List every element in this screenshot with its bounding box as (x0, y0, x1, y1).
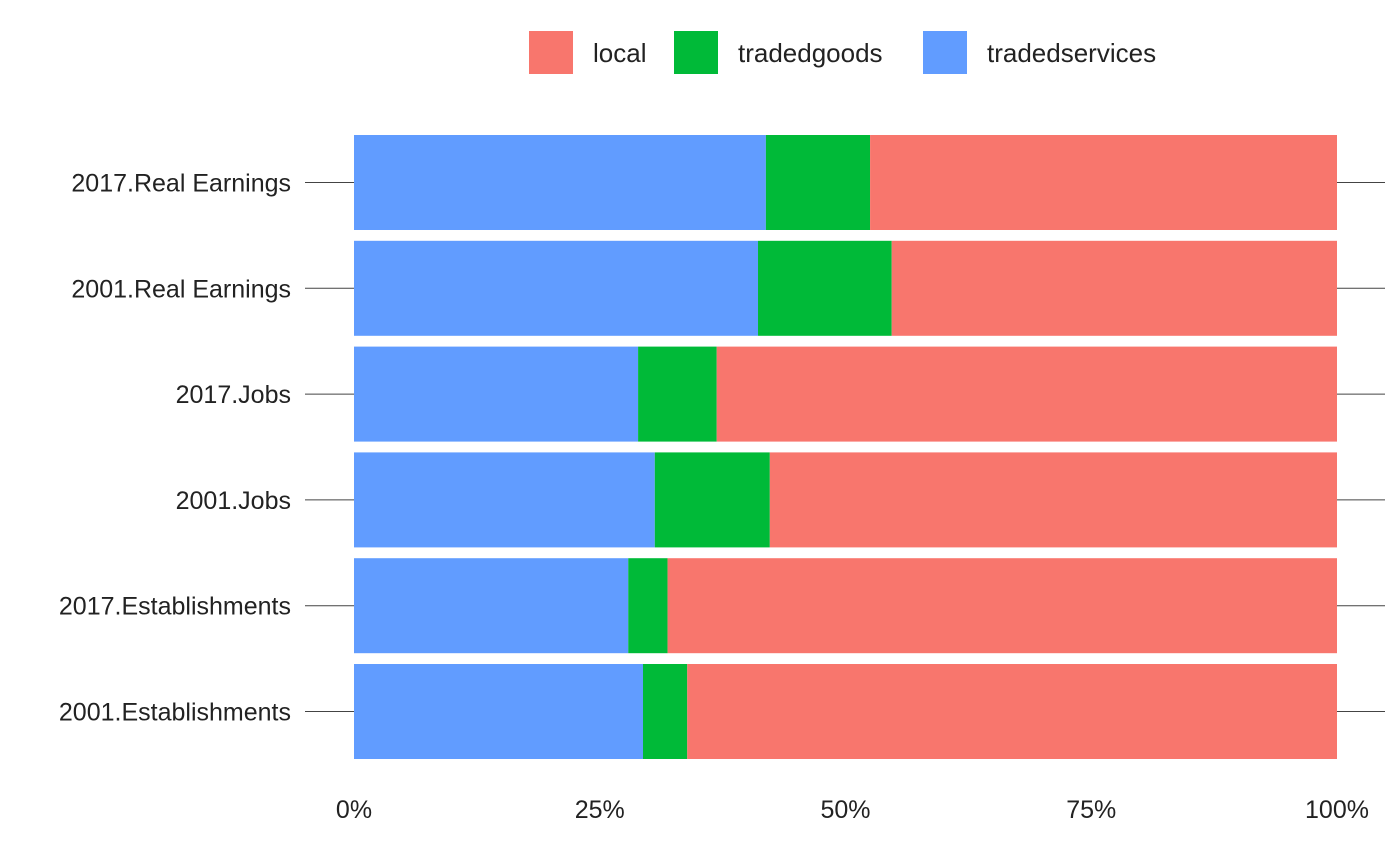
bar-2001-jobs-local (769, 452, 1337, 548)
legend-label-tradedservices: tradedservices (987, 38, 1156, 68)
y-label-2001-establishments: 2001.Establishments (59, 699, 291, 727)
legend-swatch-tradedservices (923, 31, 967, 74)
bar-2017-establishments-tradedgoods (628, 558, 668, 654)
x-tick-label-0: 0% (336, 796, 372, 824)
y-label-2001-real-earnings: 2001.Real Earnings (71, 275, 291, 303)
legend-label-tradedgoods: tradedgoods (738, 38, 883, 68)
bar-2001-jobs-tradedservices (354, 452, 655, 548)
x-tick-label-75: 75% (1066, 796, 1116, 824)
bar-2001-jobs-tradedgoods (654, 452, 770, 548)
bar-2017-jobs-local (716, 346, 1337, 442)
y-label-2017-jobs: 2017.Jobs (176, 381, 291, 409)
y-label-2017-real-earnings: 2017.Real Earnings (71, 170, 291, 198)
bar-2001-real-earnings-tradedgoods (758, 240, 892, 336)
bars (354, 135, 1337, 759)
y-axis-labels: 2017.Real Earnings 2001.Real Earnings 2017… (59, 170, 291, 727)
legend-swatch-local (529, 31, 573, 74)
bar-2001-establishments-local (687, 664, 1337, 759)
bar-2001-establishments-tradedgoods (643, 664, 688, 759)
y-axis-ticks (305, 182, 1385, 712)
legend-swatch-tradedgoods (674, 31, 718, 74)
bar-2001-establishments-tradedservices (354, 664, 644, 759)
x-tick-label-50: 50% (820, 796, 870, 824)
bar-2001-real-earnings-tradedservices (354, 240, 759, 336)
x-tick-label-25: 25% (575, 796, 625, 824)
x-axis-labels: 0% 25% 50% 75% 100% (336, 796, 1369, 824)
bar-2017-establishments-local (667, 558, 1337, 654)
bar-2017-establishments-tradedservices (354, 558, 629, 654)
bar-2017-jobs-tradedgoods (638, 346, 717, 442)
bar-2001-real-earnings-local (891, 240, 1337, 336)
y-label-2017-establishments: 2017.Establishments (59, 593, 291, 621)
y-label-2001-jobs: 2001.Jobs (176, 487, 291, 515)
legend: local tradedgoods tradedservices (529, 31, 1156, 74)
bar-2017-real-earnings-tradedgoods (765, 135, 871, 230)
x-tick-label-100: 100% (1305, 796, 1369, 824)
bar-2017-real-earnings-local (870, 135, 1337, 230)
bar-2017-real-earnings-tradedservices (354, 135, 766, 230)
bar-2017-jobs-tradedservices (354, 346, 639, 442)
legend-label-local: local (593, 38, 646, 68)
